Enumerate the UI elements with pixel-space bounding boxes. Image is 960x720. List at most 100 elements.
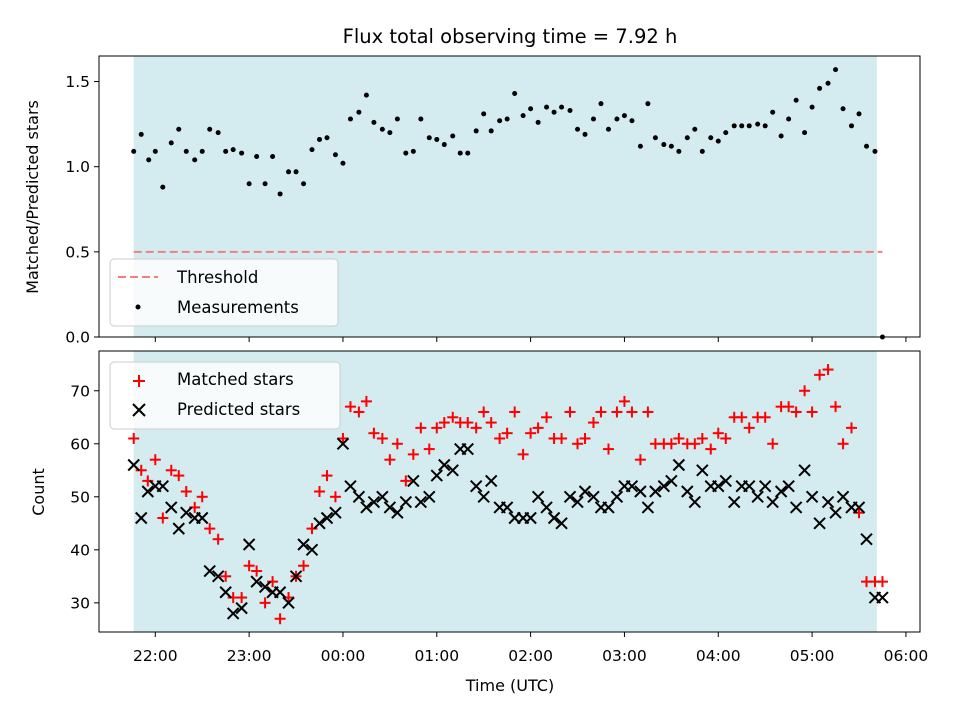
measurement-point xyxy=(809,104,815,110)
predicted-stars-point xyxy=(461,442,474,456)
measurement-point xyxy=(504,116,510,122)
count-panel: 30 40 50 60 70 22:00 23:00 00:00 01:00 02:00 03:00… xyxy=(29,350,929,695)
predicted-stars-point xyxy=(344,479,357,493)
measurement-point xyxy=(410,148,416,154)
predicted-stars-point xyxy=(649,485,662,498)
y-tick-label: 30 xyxy=(70,594,90,612)
measurement-point xyxy=(840,106,846,112)
x-tick-label: 03:00 xyxy=(602,647,647,665)
predicted-stars-point xyxy=(665,474,678,488)
matched-stars-point xyxy=(384,454,396,466)
measurement-point xyxy=(652,135,658,141)
matched-stars-point xyxy=(306,523,318,535)
measurement-point xyxy=(207,126,213,132)
measurement-point xyxy=(786,116,792,122)
predicted-stars-point xyxy=(446,464,459,477)
predicted-stars-point xyxy=(219,586,232,599)
matched-stars-point xyxy=(830,401,842,413)
measurement-point xyxy=(668,143,674,149)
predicted-legend-swatch xyxy=(132,403,146,417)
predicted-stars-point xyxy=(360,501,373,514)
matched-stars-point xyxy=(837,438,849,450)
measurement-point xyxy=(598,101,604,107)
measurement-point xyxy=(833,67,839,73)
y-tick-label: 0.5 xyxy=(65,243,90,261)
predicted-stars-point xyxy=(625,479,639,493)
measurement-point xyxy=(755,121,761,127)
predicted-stars-point xyxy=(681,485,694,498)
matched-stars-point xyxy=(149,454,161,466)
measurement-point xyxy=(262,181,268,187)
measurement-point xyxy=(731,123,737,129)
predicted-stars-point xyxy=(587,490,600,504)
measurement-point xyxy=(434,136,440,142)
matched-stars-point xyxy=(814,369,826,381)
predicted-stars-point xyxy=(610,490,624,504)
predicted-stars-point xyxy=(414,495,428,509)
predicted-stars-point xyxy=(477,490,490,504)
predicted-stars-point xyxy=(423,490,436,504)
matched-stars-point xyxy=(196,491,208,503)
matched-stars-point xyxy=(321,470,333,482)
predicted-stars-point xyxy=(657,479,671,493)
measurement-point xyxy=(152,148,158,154)
predicted-stars-point xyxy=(430,469,443,482)
matched-stars-point xyxy=(712,427,724,439)
matched-stars-point xyxy=(173,470,185,482)
measurement-point xyxy=(605,126,611,132)
x-tick-label: 05:00 xyxy=(790,647,835,665)
measurement-point xyxy=(559,104,565,110)
matched-stars-point xyxy=(259,597,271,609)
measurement-point xyxy=(131,148,137,154)
predicted-stars-point xyxy=(135,511,148,525)
measurement-point xyxy=(802,130,808,136)
matched-legend-swatch xyxy=(133,375,145,387)
x-tick-label: 06:00 xyxy=(884,647,929,665)
measurement-point xyxy=(512,90,518,96)
measurement-point xyxy=(614,116,620,122)
predicted-stars-point xyxy=(728,495,741,509)
measurement-point xyxy=(739,123,745,129)
matched-stars-point xyxy=(799,385,811,397)
x-tick-label: 00:00 xyxy=(321,647,366,665)
matched-stars-point xyxy=(485,417,497,429)
measurement-point xyxy=(849,123,855,129)
measurement-point xyxy=(176,126,182,132)
predicted-stars-point xyxy=(156,479,170,493)
measurement-point xyxy=(301,181,307,187)
matched-stars-point xyxy=(447,411,459,423)
matched-stars-point xyxy=(236,592,248,604)
predicted-stars-point xyxy=(531,490,545,504)
measurements-legend-label: Measurements xyxy=(177,298,299,317)
measurement-point xyxy=(856,111,862,117)
matched-legend-label: Matched stars xyxy=(177,370,294,389)
matched-stars-point xyxy=(415,422,427,434)
predicted-stars-point xyxy=(289,570,303,583)
measurement-point xyxy=(864,143,870,149)
predicted-stars-point xyxy=(852,501,866,514)
measurement-point xyxy=(316,136,322,142)
matched-stars-point xyxy=(743,422,755,434)
predicted-stars-point xyxy=(634,485,647,498)
ratio-panel: 0.0 0.5 1.0 1.5 Matched/Predicted stars Thr… xyxy=(23,55,921,347)
predicted-stars-point xyxy=(876,591,889,604)
predicted-stars-point xyxy=(211,570,225,583)
predicted-stars-point xyxy=(829,506,842,519)
matched-stars-point xyxy=(525,427,537,439)
predicted-stars-point xyxy=(242,538,256,551)
predicted-stars-point xyxy=(766,495,779,509)
measurement-point xyxy=(230,147,236,153)
measurement-point xyxy=(379,126,385,132)
measurement-point xyxy=(332,152,338,158)
predicted-stars-point xyxy=(172,522,185,535)
measurement-point xyxy=(215,130,221,136)
matched-stars-point xyxy=(595,406,607,418)
predicted-stars-point xyxy=(226,607,240,620)
matched-stars-point xyxy=(478,406,490,418)
measurement-point xyxy=(270,153,276,159)
measurement-point xyxy=(465,150,471,156)
predicted-stars-point xyxy=(250,575,263,588)
predicted-stars-point xyxy=(320,511,334,525)
matched-stars-point xyxy=(128,432,140,444)
measurement-point xyxy=(254,153,260,159)
